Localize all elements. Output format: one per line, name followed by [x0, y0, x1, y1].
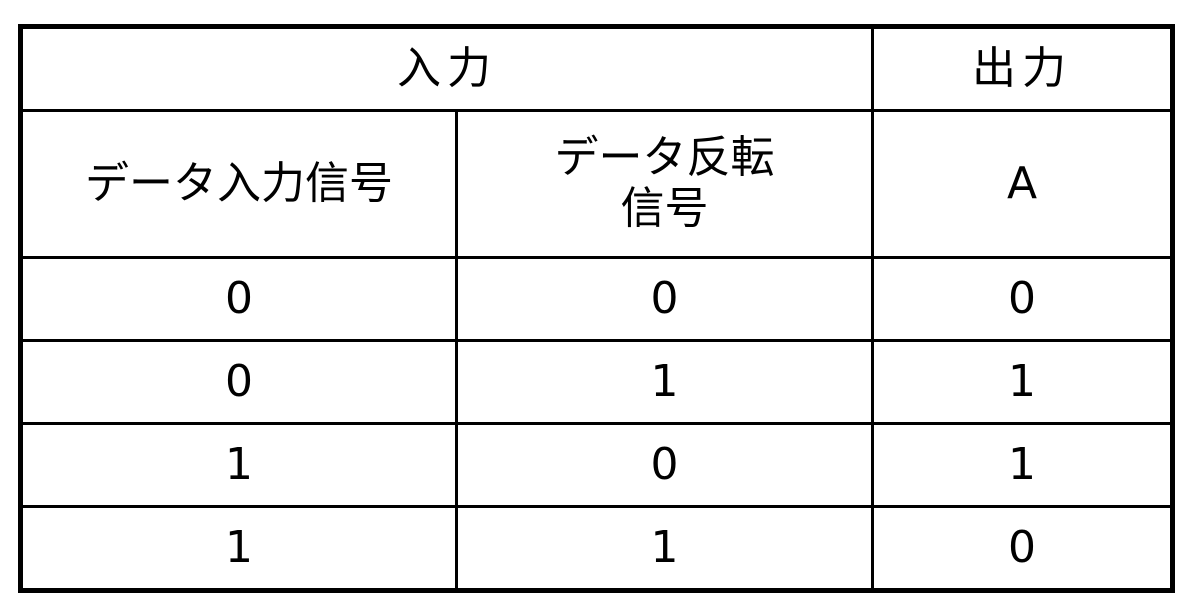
table-cell: 1	[21, 507, 457, 591]
table-row: 1 0 1	[21, 424, 1173, 507]
header-line: A	[1007, 158, 1037, 209]
table-cell: 0	[873, 507, 1173, 591]
header-line: データ入力信号	[85, 158, 393, 209]
header-line: データ反転	[555, 132, 775, 183]
table-cell: 1	[457, 507, 873, 591]
header-line: 信号	[621, 183, 709, 234]
column-header-row: データ入力信号 データ反転信号 A	[21, 111, 1173, 258]
table-cell: 0	[21, 258, 457, 341]
table-row: 0 0 0	[21, 258, 1173, 341]
column-header-data-inverted-signal: データ反転信号	[457, 111, 873, 258]
group-header-input: 入力	[21, 27, 873, 111]
column-header-a: A	[873, 111, 1173, 258]
table-cell: 0	[21, 341, 457, 424]
table-cell: 1	[873, 424, 1173, 507]
table-cell: 1	[457, 341, 873, 424]
table-cell: 0	[457, 258, 873, 341]
table-cell: 0	[457, 424, 873, 507]
table-cell: 1	[873, 341, 1173, 424]
table-row: 1 1 0	[21, 507, 1173, 591]
column-header-data-input-signal: データ入力信号	[21, 111, 457, 258]
group-header-output: 出力	[873, 27, 1173, 111]
group-header-row: 入力 出力	[21, 27, 1173, 111]
truth-table: 入力 出力 データ入力信号 データ反転信号 A 0 0 0 0 1 1 1 0 …	[18, 24, 1175, 593]
table-row: 0 1 1	[21, 341, 1173, 424]
table-cell: 0	[873, 258, 1173, 341]
table-cell: 1	[21, 424, 457, 507]
